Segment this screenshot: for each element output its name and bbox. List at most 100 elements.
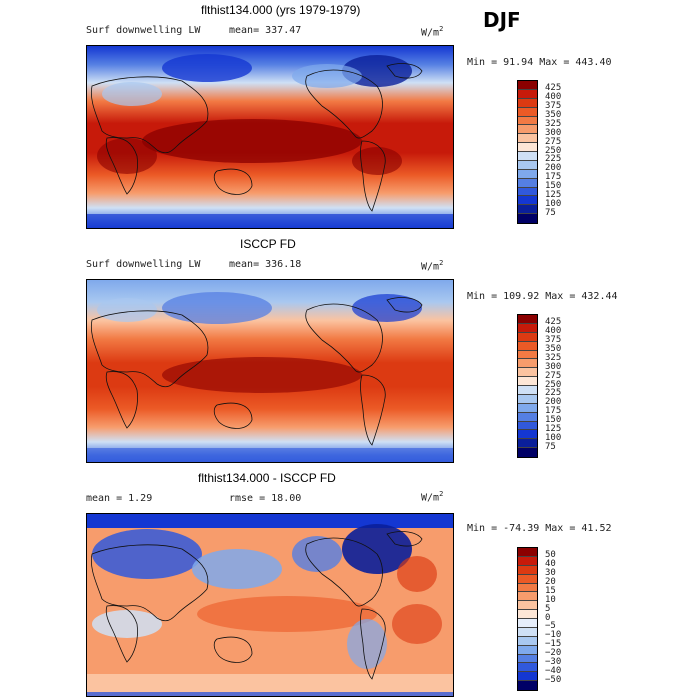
colorbar-tick-label: 275 bbox=[545, 136, 562, 147]
colorbar-tick-label: 75 bbox=[545, 441, 556, 452]
colorbar-swatch bbox=[518, 610, 537, 619]
panel2-title: ISCCP FD bbox=[240, 237, 296, 251]
panel3-map bbox=[86, 513, 454, 697]
colorbar-swatch bbox=[518, 169, 537, 179]
colorbar-swatch bbox=[518, 187, 537, 197]
colorbar-swatch bbox=[518, 439, 537, 449]
colorbar-tick-label: 125 bbox=[545, 423, 562, 434]
colorbar-tick-label: 100 bbox=[545, 432, 562, 443]
colorbar-swatch bbox=[518, 565, 537, 575]
colorbar-swatch bbox=[518, 152, 537, 161]
colorbar-swatch bbox=[518, 421, 537, 431]
colorbar-swatch bbox=[518, 592, 537, 602]
colorbar-swatch bbox=[518, 601, 537, 611]
colorbar-tick-label: 100 bbox=[545, 198, 562, 209]
colorbar-tick-label: 425 bbox=[545, 83, 562, 94]
colorbar-tick-label: 150 bbox=[545, 181, 562, 191]
colorbar-tick-label: 225 bbox=[545, 154, 562, 165]
colorbar-swatch bbox=[518, 134, 537, 144]
colorbar-swatch bbox=[518, 125, 537, 135]
panel3-rmse: rmse = 18.00 bbox=[229, 493, 302, 504]
panel2-mean: mean= 336.18 bbox=[229, 259, 302, 270]
colorbar-swatch bbox=[518, 394, 537, 404]
colorbar-tick-label: 10 bbox=[545, 594, 556, 605]
colorbar-swatch bbox=[518, 178, 537, 188]
colorbar-tick-label: 250 bbox=[545, 145, 562, 156]
colorbar-tick-label: 125 bbox=[545, 189, 562, 200]
colorbar-swatch bbox=[518, 107, 537, 117]
colorbar-swatch bbox=[518, 412, 537, 422]
panel1-map bbox=[86, 45, 454, 229]
colorbar-tick-label: 400 bbox=[545, 92, 562, 103]
colorbar-swatch bbox=[518, 636, 537, 646]
colorbar-swatch bbox=[518, 663, 537, 673]
colorbar-swatch bbox=[518, 332, 537, 342]
panel3-units: W/m2 bbox=[421, 490, 444, 504]
colorbar-tick-label: 350 bbox=[545, 344, 562, 354]
panel3-minmax: Min = -74.39 Max = 41.52 bbox=[467, 523, 612, 534]
colorbar-swatch bbox=[518, 548, 537, 557]
colorbar-swatch bbox=[518, 556, 537, 566]
panel1-minmax: Min = 91.94 Max = 443.40 bbox=[467, 57, 612, 68]
panel2-minmax: Min = 109.92 Max = 432.44 bbox=[467, 291, 618, 302]
colorbar-tick-label: 425 bbox=[545, 317, 562, 328]
colorbar-tick-label: 175 bbox=[545, 406, 562, 417]
panel1-title: flthist134.000 (yrs 1979-1979) bbox=[201, 3, 361, 17]
colorbar-swatch bbox=[518, 359, 537, 369]
colorbar-swatch bbox=[518, 98, 537, 108]
colorbar-swatch bbox=[518, 315, 537, 324]
colorbar-tick-label: 150 bbox=[545, 415, 562, 425]
colorbar-tick-label: 225 bbox=[545, 388, 562, 399]
panel3-title: flthist134.000 - ISCCP FD bbox=[198, 471, 336, 485]
colorbar-swatch bbox=[518, 681, 537, 690]
colorbar-swatch bbox=[518, 368, 537, 378]
colorbar-swatch bbox=[518, 627, 537, 637]
colorbar-swatch bbox=[518, 672, 537, 682]
colorbar-tick-label: 275 bbox=[545, 370, 562, 381]
colorbar-swatch bbox=[518, 323, 537, 333]
colorbar-swatch bbox=[518, 645, 537, 655]
colorbar-tick-label: 175 bbox=[545, 172, 562, 183]
colorbar-swatch bbox=[518, 619, 537, 628]
colorbar-swatch bbox=[518, 448, 537, 457]
colorbar-swatch bbox=[518, 116, 537, 126]
colorbar-swatch bbox=[518, 214, 537, 223]
colorbar-tick-label: 15 bbox=[545, 585, 556, 596]
colorbar-tick-label: −30 bbox=[545, 656, 562, 667]
colorbar-tick-label: 30 bbox=[545, 568, 556, 579]
colorbar-tick-label: 325 bbox=[545, 352, 562, 363]
colorbar-tick-label: 50 bbox=[545, 550, 556, 561]
colorbar-swatch bbox=[518, 386, 537, 395]
panel2-colorbar bbox=[517, 314, 538, 458]
colorbar-tick-label: −15 bbox=[545, 639, 562, 650]
panel3-mean: mean = 1.29 bbox=[86, 493, 153, 504]
panel2-units: W/m2 bbox=[421, 259, 444, 273]
colorbar-swatch bbox=[518, 583, 537, 593]
colorbar-tick-label: 0 bbox=[545, 612, 551, 623]
colorbar-tick-label: 375 bbox=[545, 101, 562, 112]
panel1-field-label: Surf downwelling LW bbox=[86, 25, 201, 36]
colorbar-tick-label: −40 bbox=[545, 665, 562, 676]
colorbar-swatch bbox=[518, 81, 537, 90]
panel1-mean: mean= 337.47 bbox=[229, 25, 302, 36]
colorbar-swatch bbox=[518, 377, 537, 386]
colorbar-tick-label: −5 bbox=[545, 621, 556, 632]
colorbar-tick-label: 200 bbox=[545, 163, 562, 174]
panel2-map bbox=[86, 279, 454, 463]
colorbar-swatch bbox=[518, 574, 537, 584]
panel1-colorbar bbox=[517, 80, 538, 224]
colorbar-tick-label: 250 bbox=[545, 379, 562, 390]
colorbar-swatch bbox=[518, 196, 537, 206]
colorbar-tick-label: 350 bbox=[545, 110, 562, 120]
colorbar-tick-label: 200 bbox=[545, 397, 562, 408]
panel3-colorbar bbox=[517, 547, 538, 691]
season-label: DJF bbox=[483, 8, 521, 32]
colorbar-tick-label: 5 bbox=[545, 603, 551, 614]
colorbar-tick-label: 400 bbox=[545, 326, 562, 337]
colorbar-tick-label: 300 bbox=[545, 127, 562, 138]
colorbar-swatch bbox=[518, 160, 537, 170]
colorbar-swatch bbox=[518, 143, 537, 152]
colorbar-swatch bbox=[518, 89, 537, 99]
colorbar-swatch bbox=[518, 205, 537, 215]
colorbar-tick-label: −20 bbox=[545, 648, 562, 658]
